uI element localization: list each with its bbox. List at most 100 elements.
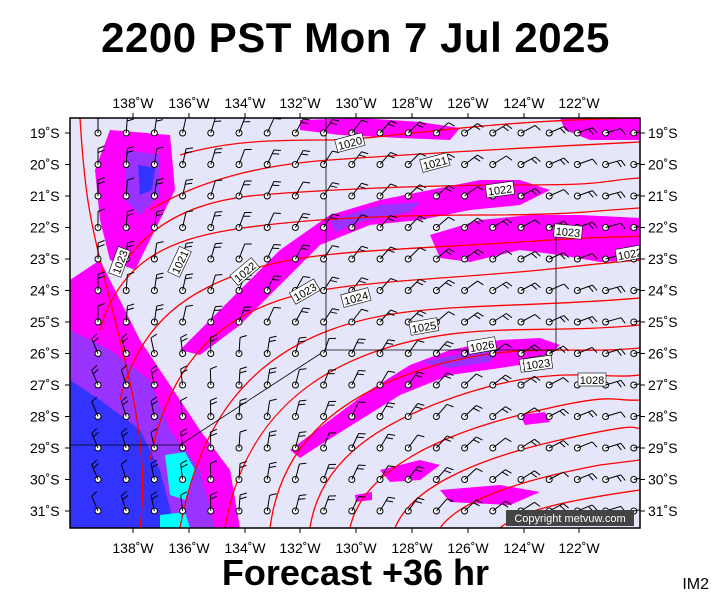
wind-barb: [432, 216, 455, 231]
wind-barb: [545, 126, 570, 137]
wind-barb: [291, 307, 311, 326]
lat-label-left: 27˚S: [30, 377, 60, 393]
lat-label-left: 29˚S: [30, 440, 60, 456]
forecast-label: Forecast +36 hr: [221, 552, 490, 593]
wind-barb: [291, 494, 307, 515]
image-code: IM2: [682, 576, 709, 593]
wind-barb: [179, 491, 188, 515]
isobar-line: [99, 207, 640, 331]
wind-barb: [348, 214, 369, 231]
rain-area: [138, 165, 155, 195]
wind-barb: [179, 428, 188, 452]
isobar-line: [439, 459, 640, 528]
wind-barb: [291, 213, 311, 231]
wind-barb: [320, 182, 340, 200]
wind-barb: [179, 304, 194, 326]
wind-barb: [207, 179, 223, 200]
isobar-line: [119, 177, 640, 271]
svg-text:1026: 1026: [469, 339, 495, 355]
wind-barb: [207, 118, 222, 137]
wind-barb: [517, 282, 541, 294]
wind-barb: [545, 440, 569, 452]
wind-barb: [461, 499, 483, 515]
wind-barb: [291, 399, 307, 420]
wind-barb: [489, 500, 512, 515]
wind-barb: [404, 466, 425, 483]
wind-barb: [207, 242, 223, 263]
wind-barb: [461, 123, 484, 137]
wind-barb: [150, 209, 164, 231]
lat-label-left: 26˚S: [30, 346, 60, 362]
wind-barb: [376, 465, 396, 483]
wind-barb: [461, 186, 484, 200]
wind-barb: [602, 191, 626, 200]
wind-barb: [150, 365, 158, 389]
wind-barb: [207, 365, 218, 389]
wind-barb: [545, 377, 569, 389]
wind-barb: [179, 396, 188, 420]
wind-barb: [517, 188, 541, 200]
lat-label-right: 21˚S: [648, 188, 678, 204]
wind-barb: [602, 442, 626, 452]
wind-barb: [489, 250, 513, 263]
wind-barb: [263, 398, 277, 420]
lon-label-top: 124˚W: [503, 95, 545, 111]
wind-barb: [122, 118, 134, 137]
wind-barb: [573, 316, 598, 326]
svg-text:1025: 1025: [411, 320, 437, 336]
wind-barb: [150, 333, 158, 357]
isobar-line: [79, 118, 144, 528]
wind-barb: [545, 408, 569, 420]
wind-barb: [630, 444, 640, 452]
wind-barb: [545, 189, 570, 200]
wind-barb: [263, 180, 281, 200]
wind-barb: [376, 152, 398, 168]
wind-barb: [150, 491, 158, 515]
wind-barb: [573, 284, 598, 294]
wind-barb: [120, 396, 130, 420]
wind-barb: [630, 381, 640, 389]
wind-barb: [404, 340, 425, 357]
lat-label-left: 22˚S: [30, 220, 60, 236]
map-frame: [69, 117, 641, 529]
wind-barb: [432, 185, 455, 200]
wind-barb: [376, 339, 396, 357]
wind-barb: [404, 434, 425, 452]
wind-barb: [91, 459, 102, 483]
lat-label-right: 20˚S: [648, 157, 678, 173]
wind-barb: [235, 398, 247, 420]
wind-barb: [235, 335, 247, 357]
wind-barb: [545, 283, 570, 294]
lon-label-top: 132˚W: [279, 95, 321, 111]
wind-barb: [630, 413, 640, 420]
lat-label-right: 27˚S: [648, 377, 678, 393]
lat-label-left: 30˚S: [30, 472, 60, 488]
lat-label-right: 29˚S: [648, 440, 678, 456]
wind-barb: [630, 192, 640, 200]
wind-barb: [179, 118, 187, 137]
wind-barb: [489, 281, 513, 294]
wind-barb: [432, 435, 454, 452]
wind-barb: [630, 287, 640, 294]
lat-label-left: 19˚S: [30, 125, 60, 141]
wind-barb: [320, 463, 337, 483]
wind-barb: [630, 350, 640, 357]
wind-barb: [376, 309, 398, 326]
isobar-label: 1026: [466, 336, 498, 355]
wind-barb: [263, 243, 281, 263]
lon-label-bottom: 134˚W: [224, 540, 266, 556]
isobar-line: [119, 235, 640, 401]
wind-barb: [179, 273, 194, 294]
wind-barb: [235, 212, 252, 231]
wind-barb: [630, 476, 640, 483]
wind-barb: [348, 370, 366, 389]
wind-barb: [291, 368, 307, 389]
lon-label-top: 128˚W: [391, 95, 433, 111]
lon-label-bottom: 128˚W: [391, 540, 433, 556]
wind-barb: [291, 336, 307, 357]
wind-barb: [320, 337, 337, 357]
wind-barb: [263, 461, 277, 483]
wind-barb: [320, 308, 340, 326]
wind-barb: [573, 473, 598, 483]
wind-barb: [489, 218, 513, 231]
